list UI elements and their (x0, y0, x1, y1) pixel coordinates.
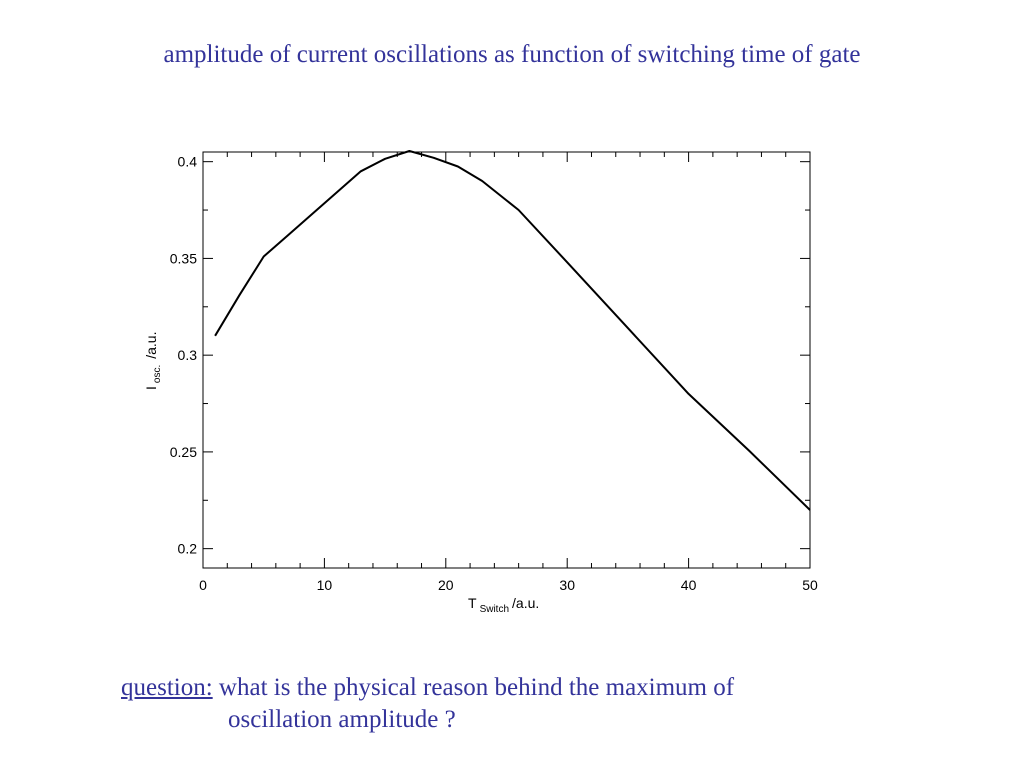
plot-frame (202, 151, 811, 569)
x-axis-label-main: T (468, 595, 477, 611)
x-tick-label: 30 (559, 577, 575, 593)
x-axis-label-sub: Switch (480, 604, 509, 615)
x-axis-label-suffix: /a.u. (512, 595, 539, 611)
series-line (214, 150, 811, 511)
question-line-2: oscillation amplitude ? (228, 706, 456, 733)
y-tick-label: 0.25 (170, 444, 197, 460)
axis-ticks (202, 152, 811, 568)
x-tick-label: 10 (317, 577, 333, 593)
question-label: question: (121, 674, 213, 701)
x-tick-label: 20 (438, 577, 454, 593)
y-axis-label: Iosc. /a.u. (143, 332, 163, 390)
y-axis-label-main: I (143, 386, 159, 390)
x-tick-label: 40 (681, 577, 697, 593)
question-line-1: what is the physical reason behind the m… (218, 674, 735, 701)
y-tick-label: 0.2 (178, 541, 198, 557)
x-tick-label: 50 (802, 577, 818, 593)
x-axis-label: T Switch/a.u. (468, 595, 539, 615)
y-tick-label: 0.35 (170, 250, 197, 266)
slide-title: amplitude of current oscillations as fun… (163, 41, 861, 68)
y-axis-label-sub: osc. (152, 365, 163, 383)
y-axis-label-suffix: /a.u. (143, 332, 159, 359)
question-block: question: what is the physical reason be… (121, 672, 881, 736)
axis-tick-labels: 0 10 20 30 40 50 0.2 0.25 0.3 0.35 0.4 (170, 154, 818, 593)
y-tick-label: 0.3 (178, 347, 198, 363)
x-tick-label: 0 (199, 577, 207, 593)
y-tick-label: 0.4 (178, 154, 198, 170)
